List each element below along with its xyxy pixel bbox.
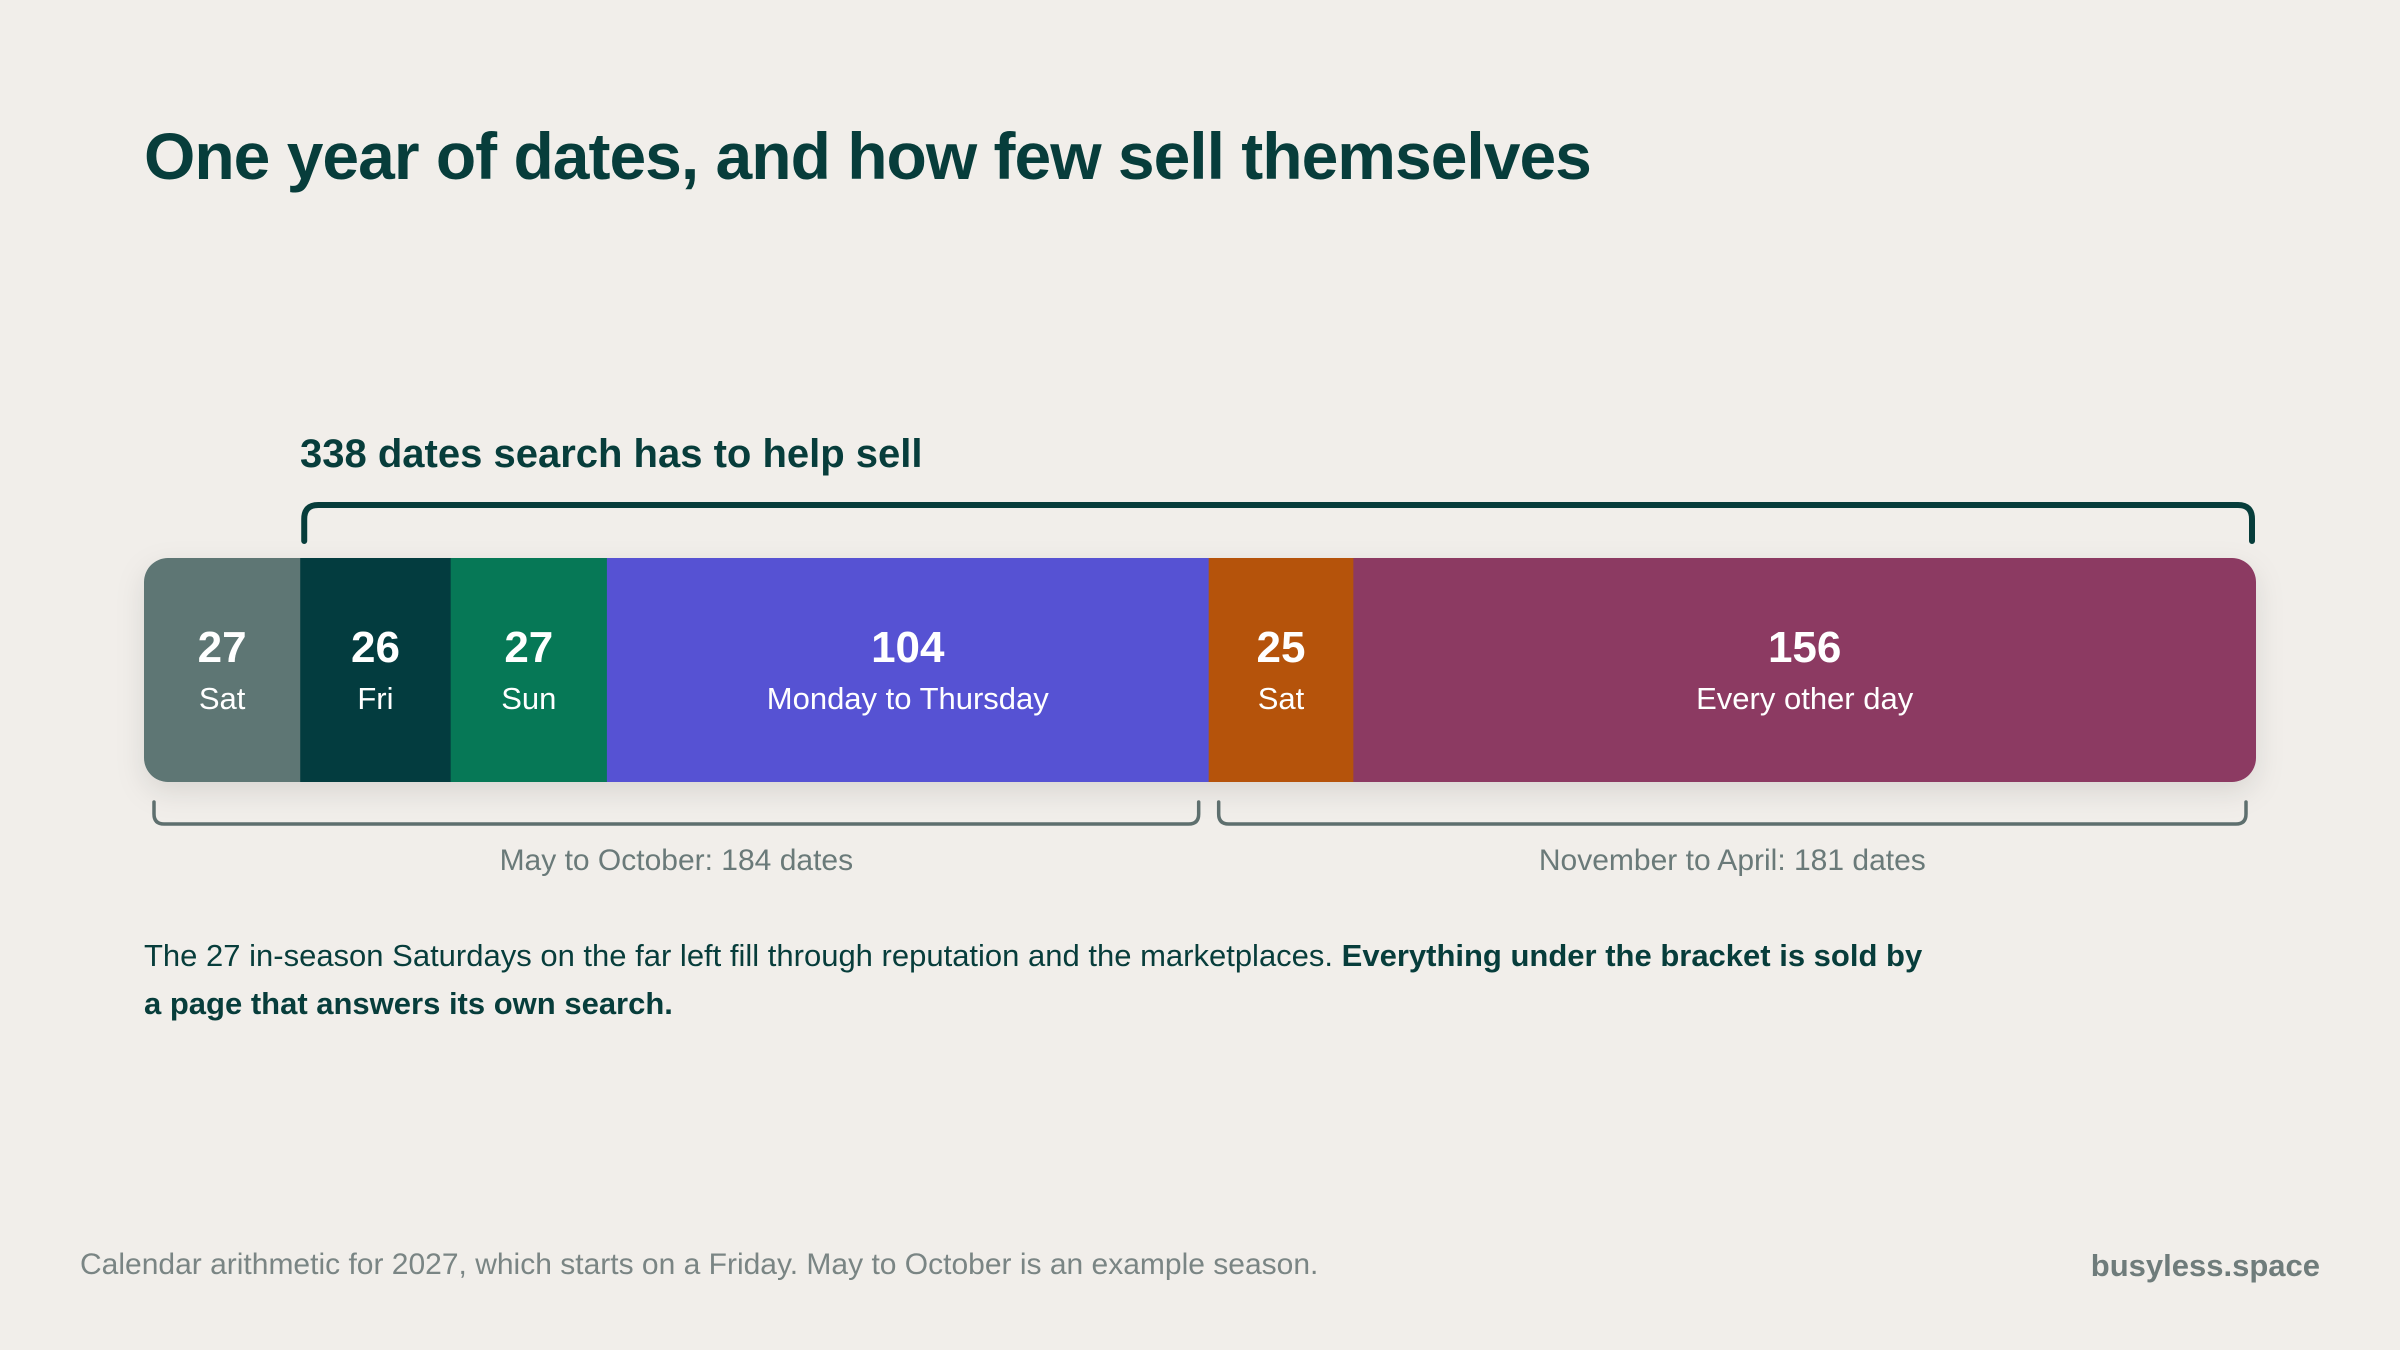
segment-value-0: 27: [198, 623, 247, 672]
bar-segment-1: [300, 558, 452, 782]
season-label-0: May to October: 184 dates: [500, 844, 854, 877]
segment-label-2: Sun: [501, 681, 556, 716]
brand-link[interactable]: busyless.space: [2090, 1248, 2320, 1283]
segment-value-2: 27: [504, 623, 553, 672]
segment-label-1: Fri: [357, 681, 393, 716]
footer-note: Calendar arithmetic for 2027, which star…: [80, 1248, 1319, 1281]
chart-title: One year of dates, and how few sell them…: [144, 119, 1592, 193]
segment-value-1: 26: [351, 623, 400, 672]
season-label-1: November to April: 181 dates: [1539, 844, 1926, 877]
brackets: May to October: 184 dates November to Apr…: [152, 502, 2255, 877]
segment-labels: 27 Sat 26 Fri 27 Sun 104 Monday to Thursday 25 Sa…: [198, 623, 1914, 716]
season-bracket-0: [152, 800, 1201, 826]
segment-value-3: 104: [871, 623, 945, 672]
segment-label-4: Sat: [1258, 681, 1305, 716]
bar-segment-5: [1353, 558, 2256, 782]
season-bracket-1: [1216, 800, 2248, 826]
segment-value-5: 156: [1768, 623, 1841, 672]
segment-label-5: Every other day: [1696, 681, 1914, 716]
bar-segment-3: [606, 558, 1210, 782]
note-plain: The 27 in-season Saturdays on the far le…: [144, 938, 1342, 973]
segment-label-3: Monday to Thursday: [767, 681, 1050, 716]
segment-value-4: 25: [1257, 623, 1306, 672]
bar-segment-4: [1208, 558, 1354, 782]
bar-segment-2: [450, 558, 608, 782]
note-bold: Everything under the bracket is sold by …: [144, 938, 1923, 1021]
bar-segment-0: [144, 558, 301, 782]
bar-segments: [144, 558, 2256, 782]
segment-label-0: Sat: [199, 681, 246, 716]
explanation-note: The 27 in-season Saturdays on the far le…: [144, 932, 1944, 1028]
top-bracket-label: 338 dates search has to help sell: [300, 432, 923, 476]
top-bracket: [301, 502, 2255, 544]
